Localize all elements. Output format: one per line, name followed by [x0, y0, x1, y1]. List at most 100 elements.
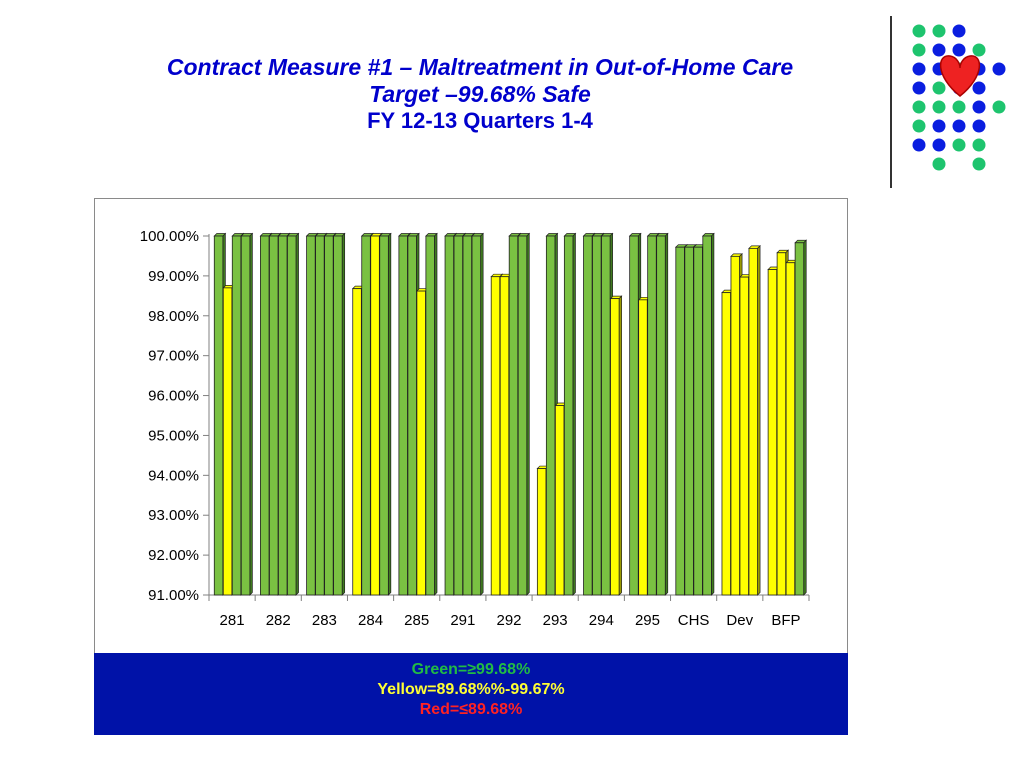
- bar: [315, 235, 325, 596]
- x-tick-label: 284: [358, 612, 383, 629]
- logo-dot: [932, 119, 946, 133]
- title-line-1: Contract Measure #1 – Maltreatment in Ou…: [166, 54, 794, 80]
- vertical-divider: [890, 16, 892, 188]
- bar: [324, 235, 334, 596]
- bar-chart: 91.00% 92.00% 93.00% 94.00% 95.00% 96.00% 97.0…: [140, 228, 810, 629]
- bar: [471, 235, 482, 596]
- bar: [306, 235, 316, 596]
- logo-dot: [932, 100, 946, 114]
- logo-dot: [952, 138, 966, 152]
- logo-dot: [912, 119, 926, 133]
- bar: [684, 246, 694, 596]
- x-tick-label: 282: [266, 612, 291, 629]
- bar: [453, 235, 464, 596]
- legend-green: Green=≥99.68%: [411, 661, 531, 678]
- bar: [656, 235, 666, 596]
- bar: [592, 235, 602, 596]
- x-tick-label: 283: [312, 612, 337, 629]
- x-tick-label: 295: [635, 612, 660, 629]
- x-tick-label: Dev: [726, 612, 753, 629]
- bar: [416, 290, 426, 596]
- bar: [213, 235, 224, 596]
- bar: [333, 235, 343, 596]
- bar: [407, 235, 417, 596]
- logo-dot: [932, 157, 946, 171]
- bar: [508, 235, 519, 596]
- title-line-2: Target –99.68% Safe: [369, 81, 591, 107]
- heart-dots-logo-icon: [912, 24, 1006, 171]
- logo-dot: [912, 138, 926, 152]
- slide-title: Contract Measure #1 – Maltreatment in Ou…: [40, 54, 920, 134]
- bar: [601, 235, 611, 596]
- bar: [352, 288, 362, 596]
- logo-dot: [972, 119, 986, 133]
- logo-dot: [952, 24, 966, 38]
- bar: [776, 252, 787, 596]
- bar: [739, 276, 749, 596]
- bar: [398, 235, 408, 596]
- bar: [462, 235, 473, 596]
- y-tick-label: 94.00%: [148, 467, 199, 484]
- logo-dot: [912, 43, 926, 57]
- logo-dot: [912, 100, 926, 114]
- bar: [379, 235, 389, 596]
- bar: [444, 235, 455, 596]
- bar: [748, 247, 758, 596]
- logo-dot: [972, 138, 986, 152]
- logo-dot: [932, 81, 946, 95]
- bar: [260, 235, 270, 596]
- bar: [794, 242, 805, 596]
- logo-dot: [932, 138, 946, 152]
- bar: [287, 235, 297, 596]
- y-tick-label: 95.00%: [148, 427, 199, 444]
- bar: [721, 292, 731, 596]
- y-tick-label: 97.00%: [148, 348, 199, 365]
- bar: [499, 276, 510, 596]
- title-line-3: FY 12-13 Quarters 1-4: [367, 108, 593, 133]
- x-tick-label: 294: [589, 612, 614, 629]
- logo-dot: [952, 100, 966, 114]
- logo-dot: [972, 81, 986, 95]
- bar: [785, 262, 796, 596]
- bar: [240, 235, 251, 596]
- bar: [767, 269, 778, 596]
- chart-area: 91.00% 92.00% 93.00% 94.00% 95.00% 96.00% 97.0…: [94, 198, 848, 654]
- bar: [563, 235, 574, 596]
- logo-dot: [932, 24, 946, 38]
- bar: [554, 405, 565, 596]
- bar: [278, 235, 288, 596]
- x-tick-label: BFP: [771, 612, 800, 629]
- bar: [490, 276, 501, 596]
- x-tick-label: 285: [404, 612, 429, 629]
- x-tick-label: 293: [543, 612, 568, 629]
- legend-red: Red=≤89.68%: [419, 701, 523, 718]
- y-tick-label: 99.00%: [148, 268, 199, 285]
- bar: [370, 235, 380, 596]
- x-tick-label: 291: [450, 612, 475, 629]
- bar: [629, 235, 639, 596]
- x-tick-label: CHS: [678, 612, 710, 629]
- logo-dot: [952, 43, 966, 57]
- logo-dot: [972, 43, 986, 57]
- y-tick-label: 98.00%: [148, 308, 199, 325]
- bar: [583, 235, 593, 596]
- logo-dot: [912, 81, 926, 95]
- bar: [730, 255, 740, 596]
- x-tick-label: 292: [496, 612, 521, 629]
- logo-dot: [972, 157, 986, 171]
- bar: [702, 235, 712, 596]
- bar: [545, 235, 556, 596]
- logo-dot: [912, 62, 926, 76]
- bar: [517, 235, 528, 596]
- bar: [536, 468, 547, 596]
- legend-yellow: Yellow=89.68%%-99.67%: [377, 681, 565, 698]
- bar: [647, 235, 657, 596]
- y-tick-label: 100.00%: [140, 228, 199, 245]
- y-tick-label: 96.00%: [148, 388, 199, 405]
- logo-dot: [952, 119, 966, 133]
- logo-dot: [972, 100, 986, 114]
- logo-dot: [932, 43, 946, 57]
- logo-dot: [992, 100, 1006, 114]
- y-tick-label: 91.00%: [148, 587, 199, 604]
- bar: [269, 235, 279, 596]
